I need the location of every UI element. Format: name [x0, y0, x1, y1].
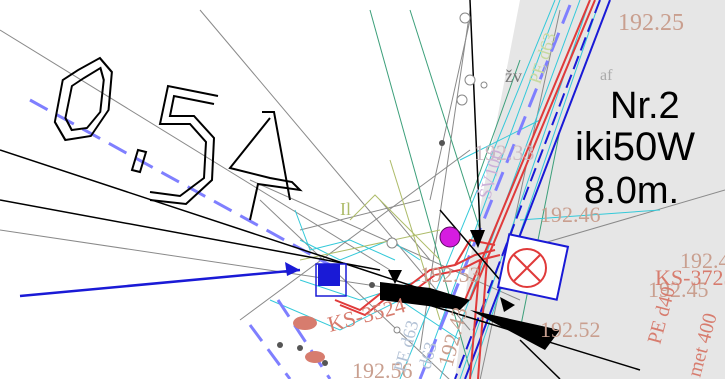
- arrowheads: [380, 230, 560, 350]
- big-label-graphic: [53, 56, 303, 221]
- ks-3725-label: KS-3725: [655, 265, 725, 290]
- blue-arrow-head: [285, 262, 300, 276]
- red-pipe-lines: [334, 0, 596, 379]
- manhole-icon[interactable]: [496, 233, 570, 301]
- elev-192-53: 192.53: [420, 262, 481, 287]
- survey-points: [386, 12, 488, 334]
- lamp-label-line2: iki50W: [575, 125, 695, 169]
- elev-192-33: 192.33: [474, 140, 535, 165]
- elev-192-52: 192.52: [540, 317, 601, 342]
- lamp-label: Nr.2 iki50W 8.0m.: [575, 85, 695, 212]
- lamp-label-line3: 8.0m.: [584, 170, 679, 212]
- elev-192-45: 192.45: [648, 277, 709, 302]
- elev-192-25: 192.25: [618, 10, 684, 36]
- ks-manholes: [293, 316, 325, 363]
- elev-192-56: 192.56: [352, 358, 413, 379]
- magenta-node-icon[interactable]: [439, 226, 461, 248]
- elev-192-4: 192.4: [680, 248, 725, 273]
- label-af: af: [600, 67, 613, 84]
- lamp-label-line1: Nr.2: [610, 85, 680, 127]
- dashed-boundary: [29, 4, 572, 379]
- survey-dots: [277, 140, 445, 366]
- label-il: Il: [340, 199, 351, 219]
- elevation-labels: 192.25 192.33 192.46 192.4 192.45 192.53…: [352, 10, 725, 379]
- label-zv: žv: [505, 66, 522, 86]
- blue-arrow-line: [19, 268, 301, 298]
- elev-192-46: 192.46: [540, 202, 601, 227]
- pit-square: [315, 263, 347, 297]
